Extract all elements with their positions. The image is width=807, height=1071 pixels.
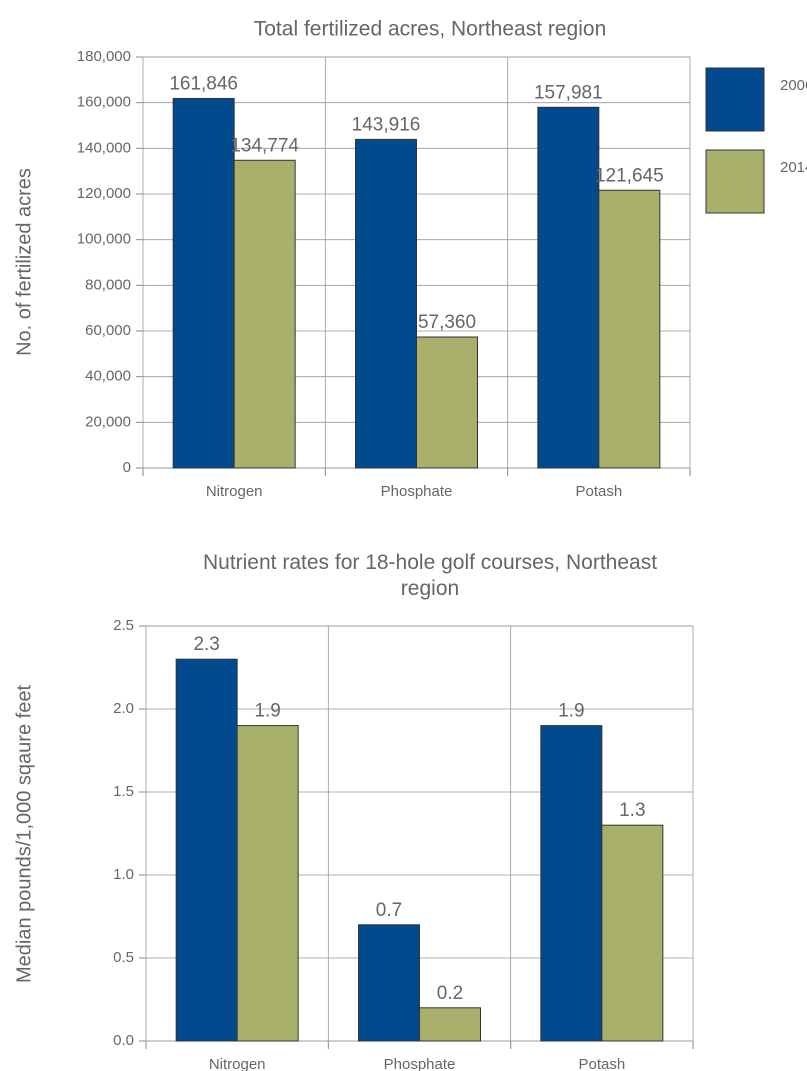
value-label: 0.2 [437,983,463,1004]
y-tick-label: 80,000 [85,276,131,293]
x-tick-label: Potash [575,483,622,500]
value-label: 57,360 [418,312,476,333]
y-tick-label: 180,000 [77,48,131,65]
chart-title: Nutrient rates for 18-hole golf courses,… [202,551,658,600]
value-label: 121,645 [595,165,664,186]
y-tick-label: 0.0 [113,1032,134,1049]
value-label: 134,774 [230,135,299,156]
y-tick-label: 160,000 [77,94,131,111]
y-tick-label: 100,000 [77,231,131,248]
bar [355,138,417,469]
value-label: 2.3 [193,634,219,655]
bar [358,924,420,1042]
bar [540,725,603,1042]
value-label: 1.9 [254,701,280,722]
y-tick-label: 0.5 [113,949,134,966]
bar [537,106,600,469]
x-tick-label: Nitrogen [206,483,263,500]
y-tick-label: 40,000 [85,368,131,385]
bar [598,189,661,469]
legend-label: 2006 [780,77,807,94]
x-tick-label: Phosphate [381,483,453,500]
bar [175,658,238,1042]
y-tick-label: 20,000 [85,413,131,430]
y-tick-label: 140,000 [77,139,131,156]
bar [233,159,296,469]
bar [236,725,299,1042]
bar [416,336,478,469]
y-tick-label: 2.0 [113,700,134,717]
value-label: 1.9 [558,701,584,722]
y-tick-label: 1.5 [113,783,134,800]
x-tick-label: Nitrogen [209,1056,266,1071]
value-label: 157,981 [534,82,603,103]
value-label: 143,916 [352,114,421,135]
x-tick-label: Phosphate [384,1056,456,1071]
y-axis-label: No. of fertilized acres [13,168,35,356]
y-tick-label: 2.5 [113,617,134,634]
y-axis-label: Median pounds/1,000 sqaure feet [13,685,35,983]
legend-swatch [705,67,765,132]
value-label: 161,846 [169,73,238,94]
legend-swatch [705,149,765,214]
legend-label: 2014 [780,159,807,176]
value-label: 1.3 [619,800,645,821]
y-tick-label: 120,000 [77,185,131,202]
bar [172,97,235,469]
y-tick-label: 1.0 [113,866,134,883]
y-tick-label: 0 [123,459,131,476]
bar [601,824,664,1042]
bar [419,1007,481,1042]
y-tick-label: 60,000 [85,322,131,339]
chart-title-box: Nutrient rates for 18-hole golf courses,… [202,551,658,600]
chart-title: Total fertilized acres, Northeast region [254,18,607,41]
value-label: 0.7 [376,900,402,921]
x-tick-label: Potash [578,1056,625,1071]
